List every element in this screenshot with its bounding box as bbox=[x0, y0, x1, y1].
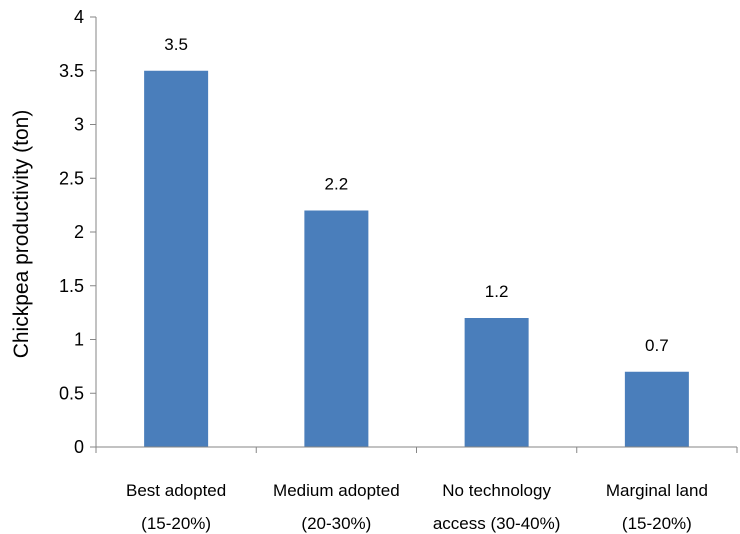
category-label: (15-20%) bbox=[141, 514, 211, 533]
data-labels: 3.5 2.2 1.2 0.7 bbox=[164, 35, 668, 355]
y-tick-label: 1.5 bbox=[59, 276, 84, 296]
category-label: (15-20%) bbox=[622, 514, 692, 533]
data-label: 1.2 bbox=[485, 282, 509, 301]
category-label: Best adopted bbox=[126, 481, 226, 500]
data-label: 0.7 bbox=[645, 336, 669, 355]
y-tick-label: 3.5 bbox=[59, 61, 84, 81]
y-axis: 0 0.5 1 1.5 2 2.5 3 3.5 4 bbox=[59, 7, 96, 457]
data-label: 3.5 bbox=[164, 35, 188, 54]
category-label: access (30-40%) bbox=[433, 514, 561, 533]
bar bbox=[624, 371, 689, 447]
y-tick-label: 4 bbox=[74, 7, 84, 27]
bar bbox=[144, 70, 209, 447]
bars bbox=[144, 70, 689, 447]
category-label: (20-30%) bbox=[301, 514, 371, 533]
category-label: Medium adopted bbox=[273, 481, 400, 500]
bar bbox=[464, 318, 529, 447]
y-tick-label: 2.5 bbox=[59, 168, 84, 188]
y-tick-label: 2 bbox=[74, 222, 84, 242]
x-axis: Best adopted (15-20%) Medium adopted (20-30… bbox=[95, 447, 738, 533]
y-tick-label: 3 bbox=[74, 115, 84, 135]
category-label: Marginal land bbox=[606, 481, 708, 500]
y-tick-label: 1 bbox=[74, 330, 84, 350]
category-label: No technology bbox=[442, 481, 551, 500]
y-axis-title: Chickpea productivity (ton) bbox=[10, 110, 33, 359]
data-label: 2.2 bbox=[325, 175, 349, 194]
y-tick-label: 0 bbox=[74, 437, 84, 457]
y-tick-label: 0.5 bbox=[59, 383, 84, 403]
bar bbox=[304, 210, 369, 447]
